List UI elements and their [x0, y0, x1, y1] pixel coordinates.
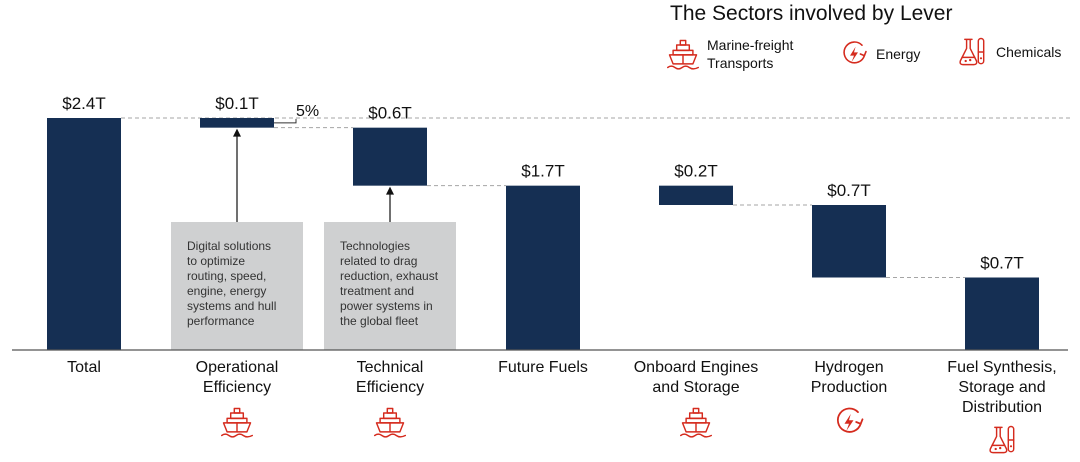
annotation-text: Digital solutions to optimize routing, spe…	[187, 239, 276, 328]
category-label: Fuel Synthesis, Storage and Distribution	[947, 359, 1056, 416]
category-label: Onboard Engines and Storage	[634, 359, 759, 396]
bar	[506, 185, 580, 350]
bar	[47, 118, 121, 350]
bar	[965, 277, 1039, 350]
bar	[353, 127, 427, 186]
bar-value-label: $0.1T	[215, 94, 258, 113]
chemicals-icon	[959, 37, 985, 66]
category-label: Technical Efficiency	[356, 359, 424, 396]
legend-item-marine: Marine-freight Transports	[665, 36, 817, 72]
callout-bracket	[274, 118, 297, 124]
arrow-head	[386, 186, 394, 195]
annotation-box	[324, 222, 456, 350]
callout-label: 5%	[296, 103, 319, 120]
bar-value-label: $0.7T	[827, 181, 870, 200]
category-label: Total	[67, 359, 101, 376]
ship-icon	[666, 39, 700, 70]
bar-value-label: $0.6T	[368, 104, 411, 123]
bar-value-label: $0.2T	[674, 162, 717, 181]
bar	[659, 185, 733, 205]
energy-icon	[836, 407, 864, 433]
category-label: Future Fuels	[498, 359, 588, 376]
annotation-text: Technologies related to drag reduction, ex…	[340, 239, 439, 328]
ship-icon	[373, 407, 407, 438]
ship-icon	[220, 407, 254, 438]
legend-title: The Sectors involved by Lever	[670, 2, 953, 25]
bar	[812, 205, 886, 278]
category-label: Hydrogen Production	[811, 359, 888, 396]
legend-label-energy: Energy	[876, 46, 921, 62]
legend-item-energy: Energy	[838, 38, 920, 70]
chemicals-icon	[989, 425, 1015, 454]
arrow-head	[233, 128, 241, 137]
annotation-box	[171, 222, 303, 350]
legend-label-marine: Marine-freight Transports	[707, 37, 794, 71]
legend-item-chemicals: Chemicals	[954, 34, 1061, 70]
category-label: Operational Efficiency	[196, 359, 279, 396]
bar-value-label: $1.7T	[521, 162, 564, 181]
energy-icon	[843, 41, 867, 64]
bar-value-label: $2.4T	[62, 94, 105, 113]
bar-value-label: $0.7T	[980, 254, 1023, 273]
ship-icon	[679, 407, 713, 438]
legend-label-chemicals: Chemicals	[996, 44, 1062, 60]
bar	[200, 118, 274, 128]
